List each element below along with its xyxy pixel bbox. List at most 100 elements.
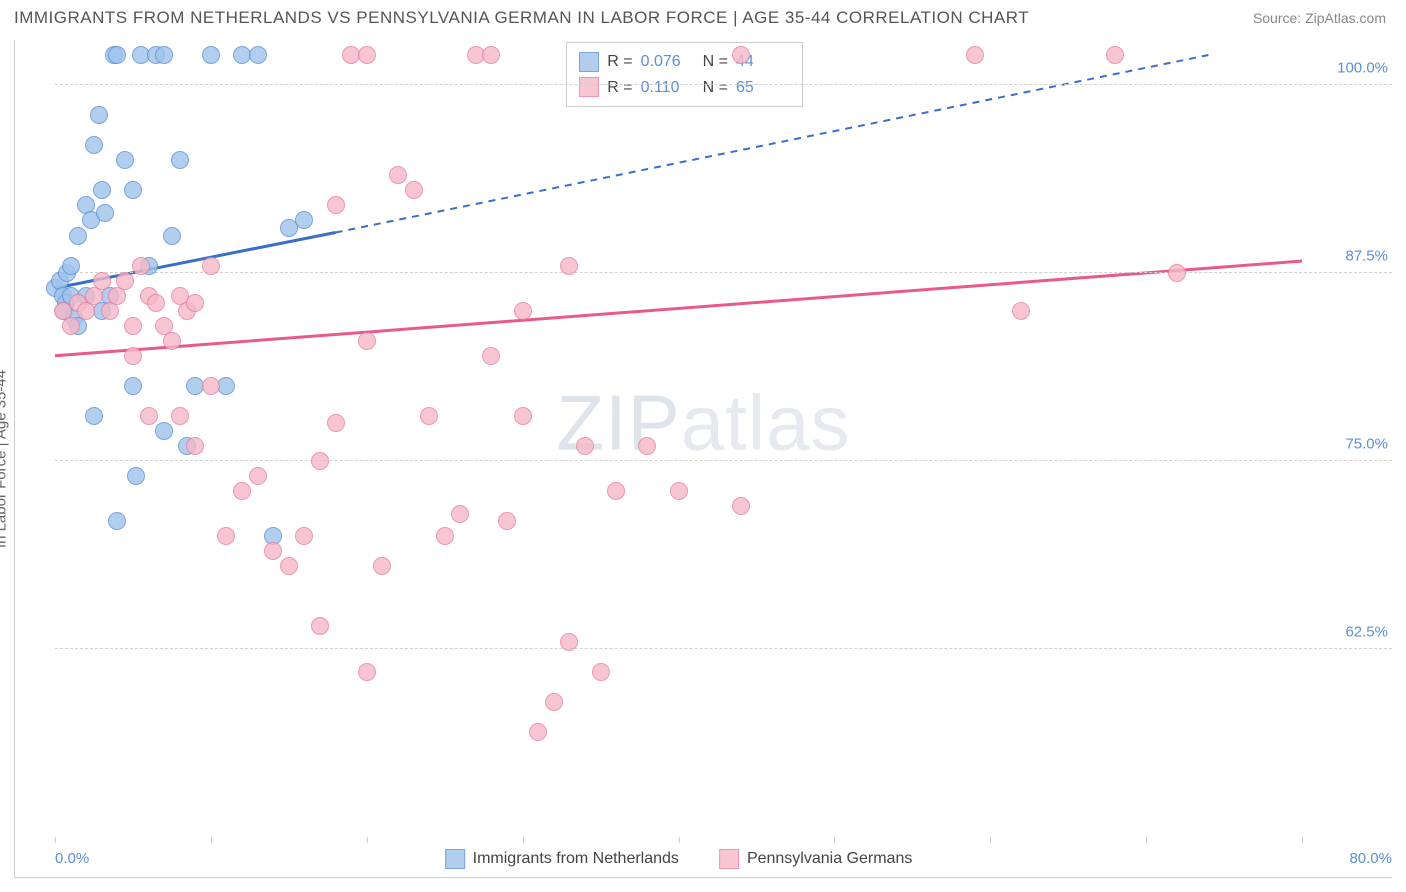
data-point xyxy=(85,407,103,425)
watermark: ZIPatlas xyxy=(556,377,850,468)
data-point xyxy=(186,437,204,455)
x-tick-label: 0.0% xyxy=(55,850,89,867)
data-point xyxy=(389,166,407,184)
trend-lines xyxy=(55,40,1302,837)
data-point xyxy=(264,542,282,560)
legend-n-label: N = xyxy=(703,75,728,101)
data-point xyxy=(436,527,454,545)
data-point xyxy=(327,414,345,432)
data-point xyxy=(108,46,126,64)
x-tick xyxy=(211,837,212,843)
data-point xyxy=(966,46,984,64)
data-point xyxy=(1012,302,1030,320)
x-tick xyxy=(523,837,524,843)
data-point xyxy=(280,557,298,575)
legend-row: R =0.076N =44 xyxy=(579,49,790,75)
legend-r-label: R = xyxy=(607,49,632,75)
data-point xyxy=(62,317,80,335)
x-tick xyxy=(1146,837,1147,843)
data-point xyxy=(127,467,145,485)
data-point xyxy=(116,151,134,169)
data-point xyxy=(545,693,563,711)
y-tick-label: 87.5% xyxy=(1345,248,1388,265)
data-point xyxy=(560,257,578,275)
data-point xyxy=(163,332,181,350)
data-point xyxy=(732,497,750,515)
data-point xyxy=(514,407,532,425)
data-point xyxy=(163,227,181,245)
y-tick-label: 62.5% xyxy=(1345,624,1388,641)
data-point xyxy=(560,633,578,651)
legend-n-label: N = xyxy=(703,49,728,75)
data-point xyxy=(358,332,376,350)
gridline xyxy=(55,84,1392,85)
data-point xyxy=(405,181,423,199)
legend-series-name: Pennsylvania Germans xyxy=(747,850,912,868)
legend-swatch xyxy=(445,849,465,869)
data-point xyxy=(124,317,142,335)
data-point xyxy=(69,227,87,245)
y-axis-label: In Labor Force | Age 35-44 xyxy=(0,369,10,547)
x-tick xyxy=(679,837,680,843)
data-point xyxy=(93,181,111,199)
data-point xyxy=(529,723,547,741)
data-point xyxy=(85,136,103,154)
data-point xyxy=(217,377,235,395)
legend-r-value: 0.076 xyxy=(641,49,695,75)
data-point xyxy=(1168,264,1186,282)
legend-swatch xyxy=(719,849,739,869)
x-tick xyxy=(1302,837,1303,843)
data-point xyxy=(147,294,165,312)
data-point xyxy=(373,557,391,575)
data-point xyxy=(124,347,142,365)
data-point xyxy=(358,46,376,64)
series-legend: Immigrants from Netherlands Pennsylvania … xyxy=(445,849,913,869)
data-point xyxy=(155,46,173,64)
legend-item: Immigrants from Netherlands xyxy=(445,849,679,869)
data-point xyxy=(132,257,150,275)
data-point xyxy=(295,211,313,229)
correlation-chart: In Labor Force | Age 35-44 ZIPatlas R =0… xyxy=(14,40,1392,878)
data-point xyxy=(295,527,313,545)
data-point xyxy=(217,527,235,545)
data-point xyxy=(171,151,189,169)
legend-swatch xyxy=(579,52,599,72)
y-tick-label: 75.0% xyxy=(1345,436,1388,453)
legend-row: R =0.110N =65 xyxy=(579,75,790,101)
data-point xyxy=(116,272,134,290)
page-title: IMMIGRANTS FROM NETHERLANDS VS PENNSYLVA… xyxy=(14,8,1029,28)
data-point xyxy=(202,257,220,275)
legend-r-label: R = xyxy=(607,75,632,101)
data-point xyxy=(482,46,500,64)
data-point xyxy=(732,46,750,64)
data-point xyxy=(607,482,625,500)
data-point xyxy=(514,302,532,320)
data-point xyxy=(311,452,329,470)
data-point xyxy=(451,505,469,523)
plot-area: ZIPatlas R =0.076N =44R =0.110N =65 Immi… xyxy=(55,40,1302,837)
x-tick xyxy=(55,837,56,843)
data-point xyxy=(155,422,173,440)
data-point xyxy=(90,106,108,124)
data-point xyxy=(108,512,126,530)
y-tick-label: 100.0% xyxy=(1337,60,1388,77)
source-credit: Source: ZipAtlas.com xyxy=(1253,10,1386,26)
data-point xyxy=(249,467,267,485)
x-tick xyxy=(834,837,835,843)
legend-r-value: 0.110 xyxy=(641,75,695,101)
legend-swatch xyxy=(579,77,599,97)
data-point xyxy=(233,482,251,500)
legend-item: Pennsylvania Germans xyxy=(719,849,912,869)
data-point xyxy=(592,663,610,681)
watermark-strong: ZIP xyxy=(556,378,680,466)
x-tick xyxy=(367,837,368,843)
x-tick-label: 80.0% xyxy=(1349,850,1392,867)
data-point xyxy=(124,181,142,199)
data-point xyxy=(93,272,111,290)
data-point xyxy=(140,407,158,425)
watermark-thin: atlas xyxy=(681,378,851,466)
data-point xyxy=(96,204,114,222)
x-tick xyxy=(990,837,991,843)
data-point xyxy=(202,377,220,395)
data-point xyxy=(498,512,516,530)
